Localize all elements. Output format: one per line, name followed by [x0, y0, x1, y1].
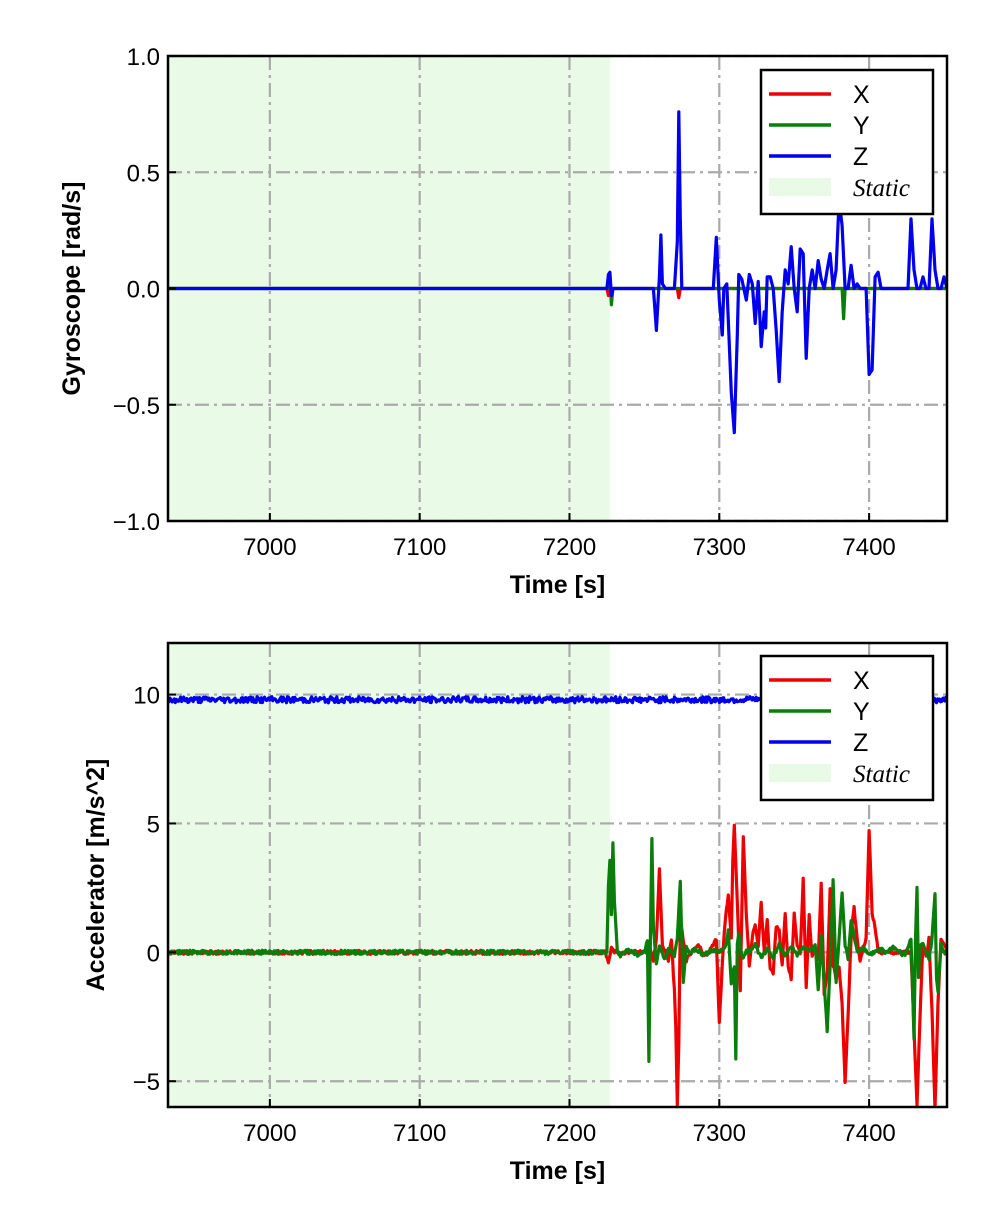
x-tick-label: 7400 [842, 1120, 895, 1147]
static-region [168, 643, 610, 1107]
x-tick-label: 7100 [393, 534, 446, 561]
x-tick-label: 7300 [693, 1120, 746, 1147]
x-tick-label: 7000 [243, 534, 296, 561]
x-tick-label: 7000 [243, 1120, 296, 1147]
y-tick-label: 1.0 [127, 44, 160, 71]
axes-frame [166, 641, 949, 1109]
legend-label-y: Y [853, 698, 870, 726]
series-group [168, 110, 947, 435]
y-tick-label: 0.5 [127, 160, 160, 187]
legend-label-x: X [853, 667, 870, 695]
legend-label-x: X [853, 81, 870, 109]
y-tick-label: −5 [133, 1069, 160, 1096]
y-tick-label: −0.5 [113, 393, 160, 420]
chart-panel-1: 7000 7100 7200 7300 7400 −1.0 −0.5 0.0 0.5 1.0 Tim… [58, 44, 949, 599]
series-line-z [168, 110, 947, 435]
legend-label-z: Z [853, 143, 868, 171]
x-axis-title: Time [s] [510, 1157, 605, 1185]
y-tick-label: 0 [147, 940, 160, 967]
y-tick-label: 10 [133, 683, 160, 710]
legend: XYZ Static [759, 654, 935, 802]
x-axis-title: Time [s] [510, 571, 605, 599]
x-tick-label: 7300 [693, 534, 746, 561]
x-tick-label: 7400 [842, 534, 895, 561]
legend-swatch-static [769, 764, 831, 782]
x-tick-label: 7100 [393, 1120, 446, 1147]
x-tick-label: 7200 [543, 534, 596, 561]
legend-label-static: Static [853, 761, 910, 788]
legend-label-z: Z [853, 729, 868, 757]
legend-label-y: Y [853, 112, 870, 140]
series-line-y [168, 836, 947, 1064]
chart-panel-2: 7000 7100 7200 7300 7400 −5 0 5 10 Time [s] Accele… [82, 641, 949, 1185]
y-tick-label: −1.0 [113, 509, 160, 536]
legend: XYZ Static [759, 68, 935, 216]
x-tick-label: 7200 [543, 1120, 596, 1147]
legend-label-static: Static [853, 175, 910, 202]
y-axis-title: Accelerator [m/s^2] [82, 759, 110, 992]
legend-swatch-static [769, 178, 831, 196]
y-tick-label: 0.0 [127, 277, 160, 304]
y-tick-label: 5 [147, 811, 160, 838]
y-axis-title: Gyroscope [rad/s] [58, 182, 86, 396]
